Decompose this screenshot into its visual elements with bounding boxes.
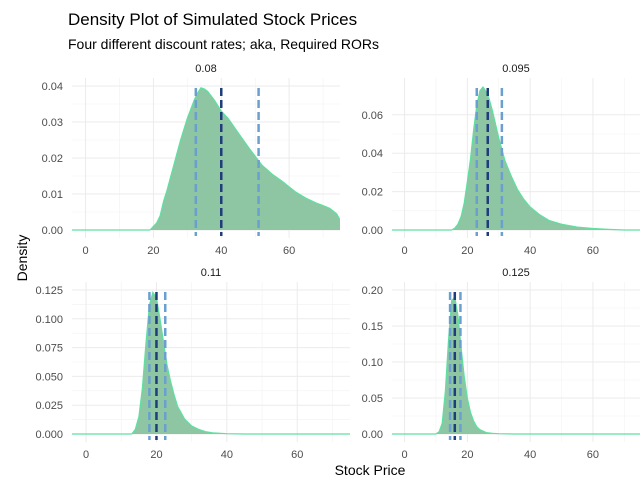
y-tick-label: 0.04 <box>362 148 383 160</box>
x-tick-label: 60 <box>587 245 599 257</box>
y-tick-label: 0.02 <box>362 187 383 199</box>
y-tick-label: 0.050 <box>35 371 63 383</box>
density-area <box>72 87 340 230</box>
y-tick-label: 0.02 <box>42 153 63 165</box>
density-outline <box>72 290 350 435</box>
panel-0.125: 0.125 0.00 0.05 0.10 0.15 0.20 0 20 40 60 <box>362 267 640 461</box>
x-tick-label: 20 <box>150 449 162 461</box>
y-tick-label: 0.100 <box>35 314 63 326</box>
panel-strip-label: 0.11 <box>201 267 222 279</box>
density-outline <box>392 295 640 435</box>
chart-title: Density Plot of Simulated Stock Prices <box>68 10 357 29</box>
density-area <box>392 297 515 434</box>
panel-strip-label: 0.125 <box>502 267 530 279</box>
x-axis-title: Stock Price <box>335 462 406 478</box>
y-tick-label: 0.01 <box>42 189 63 201</box>
x-tick-label: 60 <box>283 245 295 257</box>
x-tick-label: 20 <box>461 449 473 461</box>
y-tick-label: 0.025 <box>35 400 63 412</box>
x-tick-label: 20 <box>461 245 473 257</box>
y-tick-label: 0.04 <box>42 81 63 93</box>
panel-0.08: 0.08 0.00 0.01 0.02 0.03 0.04 0 20 40 60 <box>42 63 340 257</box>
y-tick-label: 0.125 <box>35 285 63 297</box>
panel-strip-label: 0.095 <box>502 63 530 75</box>
y-tick-label: 0.075 <box>35 343 63 355</box>
chart-subtitle: Four different discount rates; aka, Requ… <box>68 36 379 52</box>
x-tick-label: 0 <box>83 449 89 461</box>
y-tick-label: 0.06 <box>362 110 383 122</box>
y-tick-label: 0.000 <box>35 429 63 441</box>
panel-0.095: 0.095 0.00 0.02 0.04 0.06 0 20 40 60 <box>362 63 640 257</box>
x-tick-label: 40 <box>524 245 536 257</box>
x-tick-label: 40 <box>524 449 536 461</box>
y-tick-label: 0.20 <box>362 285 383 297</box>
x-tick-label: 60 <box>587 449 599 461</box>
x-tick-label: 0 <box>401 449 407 461</box>
x-tick-label: 0 <box>401 245 407 257</box>
y-axis-title: Density <box>14 235 30 282</box>
x-tick-label: 20 <box>147 245 159 257</box>
x-tick-label: 60 <box>291 449 303 461</box>
panel-0.11: 0.11 0.000 0.025 0.050 0.075 0.100 0.125 0 20 40 6… <box>35 267 350 461</box>
y-tick-label: 0.00 <box>42 225 63 237</box>
x-tick-label: 0 <box>83 245 89 257</box>
facet-panels: 0.08 0.00 0.01 0.02 0.03 0.04 0 20 40 60 0.095 0.00… <box>35 63 640 461</box>
density-area <box>72 292 245 434</box>
y-tick-label: 0.00 <box>362 225 383 237</box>
y-tick-label: 0.03 <box>42 117 63 129</box>
y-tick-label: 0.00 <box>362 429 383 441</box>
y-tick-label: 0.10 <box>362 357 383 369</box>
x-tick-label: 40 <box>221 449 233 461</box>
density-outline <box>72 87 340 231</box>
panel-strip-label: 0.08 <box>195 63 216 75</box>
density-outline <box>392 85 640 231</box>
y-tick-label: 0.15 <box>362 321 383 333</box>
y-tick-label: 0.05 <box>362 393 383 405</box>
density-area <box>392 87 625 230</box>
x-tick-label: 40 <box>215 245 227 257</box>
